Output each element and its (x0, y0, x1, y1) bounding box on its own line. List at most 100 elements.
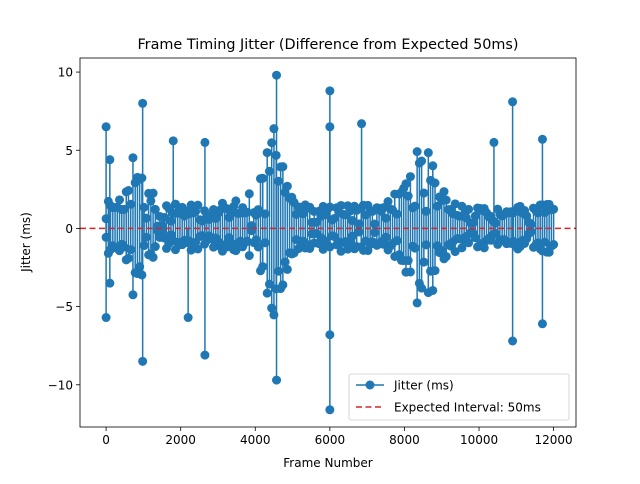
data-marker (150, 204, 160, 214)
data-marker (325, 330, 335, 340)
data-marker (421, 240, 431, 250)
data-marker (262, 288, 272, 298)
data-marker (264, 279, 274, 289)
data-marker (244, 251, 254, 261)
data-marker (278, 162, 288, 172)
data-marker (430, 266, 440, 276)
data-marker (490, 218, 500, 228)
data-marker (354, 219, 364, 229)
y-axis-label: Jitter (ms) (19, 212, 33, 273)
data-marker (508, 336, 518, 346)
data-marker (379, 203, 389, 213)
data-marker (410, 201, 420, 211)
data-marker (468, 218, 478, 228)
data-marker (150, 242, 160, 252)
data-marker (428, 285, 438, 295)
data-marker (412, 147, 422, 157)
data-marker (291, 209, 301, 219)
data-marker (329, 213, 339, 223)
data-marker (381, 232, 391, 242)
data-marker (128, 290, 138, 300)
data-marker (347, 216, 357, 226)
data-marker (470, 233, 480, 243)
data-marker (401, 179, 411, 189)
data-marker (269, 124, 279, 134)
data-marker (272, 70, 282, 80)
legend-expected-label: Expected Interval: 50ms (394, 401, 541, 415)
data-marker (430, 178, 440, 188)
data-marker (537, 134, 547, 144)
data-marker (253, 242, 263, 252)
data-marker (508, 97, 518, 107)
data-marker (170, 199, 180, 209)
data-marker (244, 189, 254, 199)
data-marker (146, 196, 156, 206)
data-marker (526, 219, 536, 229)
data-marker (258, 173, 268, 183)
data-marker (186, 200, 196, 210)
data-marker (354, 227, 364, 237)
x-axis-label: Frame Number (283, 456, 372, 470)
data-marker (197, 216, 207, 226)
data-marker (336, 200, 346, 210)
data-marker (412, 298, 422, 308)
data-marker (226, 209, 236, 219)
x-tick-label: 10000 (460, 433, 498, 447)
data-marker (490, 228, 500, 238)
data-marker (526, 227, 536, 237)
data-marker (347, 231, 357, 241)
data-marker (549, 240, 559, 250)
legend-jitter-swatch-marker (365, 380, 375, 390)
data-marker (441, 195, 451, 205)
data-marker (405, 172, 415, 182)
data-marker (269, 310, 279, 320)
data-marker (193, 200, 203, 210)
chart-title: Frame Timing Jitter (Difference from Exp… (137, 37, 518, 53)
data-marker (242, 236, 252, 246)
data-marker (403, 191, 413, 201)
data-marker (383, 197, 393, 207)
data-marker (273, 266, 283, 276)
data-marker (267, 138, 277, 148)
data-marker (101, 313, 111, 323)
data-marker (138, 98, 148, 108)
data-marker (139, 202, 149, 212)
data-marker (251, 235, 261, 245)
data-marker (242, 207, 252, 217)
data-marker (200, 350, 210, 360)
data-marker (135, 262, 145, 272)
data-marker (441, 252, 451, 262)
data-marker (282, 264, 292, 274)
data-marker (403, 256, 413, 266)
data-marker (101, 122, 111, 132)
data-marker (168, 136, 178, 146)
data-marker (370, 227, 380, 237)
data-marker (264, 166, 274, 176)
data-marker (381, 213, 391, 223)
data-marker (141, 232, 151, 242)
data-marker (247, 226, 257, 236)
x-tick-label: 4000 (240, 433, 271, 447)
data-marker (137, 173, 147, 183)
data-marker (392, 209, 402, 219)
data-marker (273, 176, 283, 186)
data-marker (123, 253, 133, 263)
data-marker (282, 181, 292, 191)
data-marker (540, 237, 550, 247)
data-marker (193, 244, 203, 254)
plot-area-frame (79, 57, 577, 428)
data-marker (123, 186, 133, 196)
data-marker (457, 243, 467, 253)
data-marker (105, 155, 115, 165)
data-marker (231, 246, 241, 256)
y-tick-label: 0 (65, 222, 73, 236)
y-axis-ticks: −10 −5 0 5 10 (48, 66, 80, 392)
x-tick-label: 0 (102, 433, 110, 447)
data-marker (533, 208, 543, 218)
data-marker (200, 137, 210, 147)
data-marker (457, 201, 467, 211)
y-tick-label: −5 (55, 300, 73, 314)
legend: Jitter (ms) Expected Interval: 50ms (348, 373, 570, 421)
x-axis-ticks: 0 2000 4000 6000 8000 10000 12000 (102, 427, 573, 447)
data-marker (392, 236, 402, 246)
